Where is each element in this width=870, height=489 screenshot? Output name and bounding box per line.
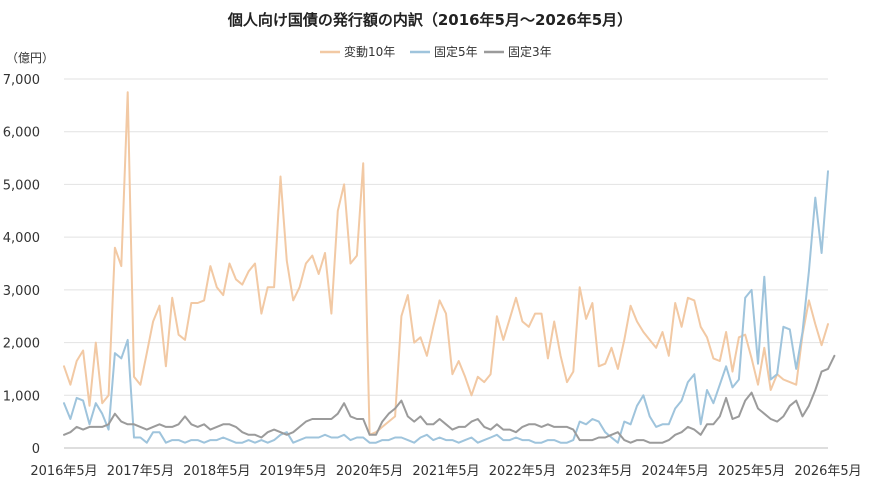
series-line-1	[63, 170, 829, 444]
x-axis-ticks: 2016年5月 2017年5月 2018年5月 2019年5月 2020年5月 2021年…	[30, 464, 861, 479]
x-tick-label: 2016年5月	[30, 464, 97, 479]
x-tick-label: 2018年5月	[183, 464, 250, 479]
y-tick-label: 1,000	[3, 389, 40, 404]
y-tick-label: 0	[32, 442, 40, 457]
y-tick-label: 7,000	[3, 73, 40, 88]
y-axis-ticks: 0 1,000 2,000 3,000 4,000 5,000 6,000 7,000	[3, 73, 40, 457]
series-line-0	[63, 91, 829, 436]
x-tick-label: 2017年5月	[107, 464, 174, 479]
x-tick-label: 2021年5月	[412, 464, 479, 479]
legend-label-1: 固定5年	[434, 44, 478, 59]
x-tick-label: 2019年5月	[260, 464, 327, 479]
y-tick-label: 2,000	[3, 337, 40, 352]
y-tick-label: 3,000	[3, 284, 40, 299]
series-line-2	[63, 354, 836, 444]
y-tick-label: 6,000	[3, 126, 40, 141]
gridlines	[64, 78, 828, 449]
x-tick-label: 2024年5月	[642, 464, 709, 479]
x-tick-label: 2026年5月	[794, 464, 861, 479]
legend-label-0: 変動10年	[344, 44, 395, 59]
y-tick-label: 4,000	[3, 231, 40, 246]
y-axis-unit-label: （億円）	[6, 51, 54, 65]
x-tick-label: 2020年5月	[336, 464, 403, 479]
y-tick-label: 5,000	[3, 178, 40, 193]
x-tick-label: 2025年5月	[718, 464, 785, 479]
x-tick-label: 2023年5月	[565, 464, 632, 479]
x-tick-label: 2022年5月	[489, 464, 556, 479]
legend: 変動10年 固定5年 固定3年	[320, 44, 552, 59]
legend-label-2: 固定3年	[508, 44, 552, 59]
chart-title: 個人向け国債の発行額の内訳（2016年5月～2026年5月）	[227, 11, 632, 29]
series-lines	[63, 91, 836, 444]
